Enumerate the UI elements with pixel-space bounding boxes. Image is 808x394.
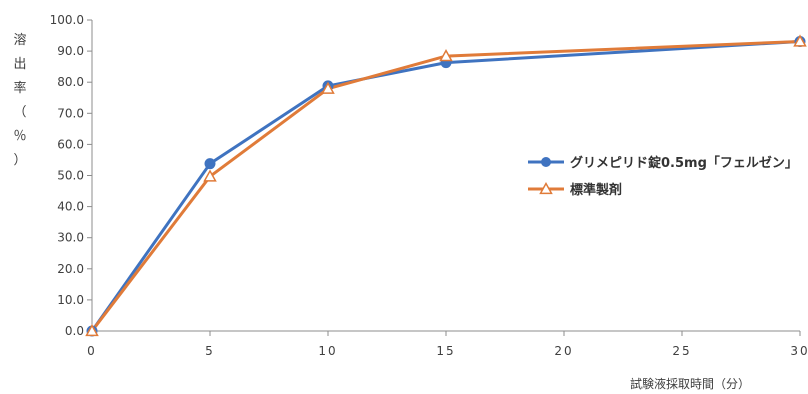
x-tick-label: 15: [436, 344, 455, 358]
y-tick-label: 90.0: [57, 44, 84, 58]
y-tick-label: 100.0: [50, 13, 84, 27]
y-title-char: ％: [13, 129, 26, 144]
legend-item-1: グリメピリド錠0.5mg「フェルゼン」: [528, 155, 798, 171]
series-group: [85, 34, 807, 337]
legend-label: 標準製剤: [570, 182, 622, 198]
y-title-char: ）: [13, 153, 26, 168]
data-point-series-1: [204, 158, 216, 170]
x-axis-ticks: 0 5 10 15 20 25 30: [87, 331, 808, 358]
legend-item-2: 標準製剤: [528, 181, 622, 198]
x-tick-label: 5: [205, 344, 215, 358]
y-tick-label: 60.0: [57, 137, 84, 151]
y-tick-label: 30.0: [57, 231, 84, 245]
y-title-char: （: [13, 105, 26, 120]
y-tick-label: 20.0: [57, 262, 84, 276]
data-point-series-2: [439, 49, 453, 62]
legend-marker-circle: [541, 157, 551, 167]
x-axis-title: 試験液採取時間（分）: [630, 376, 750, 391]
y-axis-title: 溶出率 （ ％ ）: [13, 33, 26, 168]
y-tick-label: 70.0: [57, 106, 84, 120]
data-point-series-2: [793, 34, 807, 47]
x-tick-label: 10: [318, 344, 337, 358]
legend-marker-triangle: [539, 181, 553, 195]
data-point-series-2: [321, 81, 335, 94]
y-tick-label: 50.0: [57, 169, 84, 183]
series-line-1: [90, 39, 801, 332]
y-title-char: 率: [13, 80, 26, 96]
y-tick-label: 80.0: [57, 75, 84, 89]
legend: グリメピリド錠0.5mg「フェルゼン」標準製剤: [528, 155, 798, 198]
series-line-2: [90, 39, 801, 332]
data-point-series-2: [85, 323, 99, 337]
x-tick-label: 20: [554, 344, 573, 358]
legend-label: グリメピリド錠0.5mg「フェルゼン」: [570, 155, 798, 171]
y-tick-label: 40.0: [57, 200, 84, 214]
y-title-char: 出: [13, 57, 26, 72]
x-tick-label: 0: [87, 344, 97, 358]
y-axis-ticks: 0.0 10.0 20.0 30.0 40.0 50.0 60.0 70.0 80.0 90.0 1…: [50, 13, 92, 338]
y-tick-label: 0.0: [65, 324, 84, 338]
data-point-series-2: [203, 169, 217, 182]
x-tick-label: 30: [790, 344, 808, 358]
y-tick-label: 10.0: [57, 293, 84, 307]
y-title-char: 溶: [13, 33, 26, 48]
x-tick-label: 25: [672, 344, 691, 358]
